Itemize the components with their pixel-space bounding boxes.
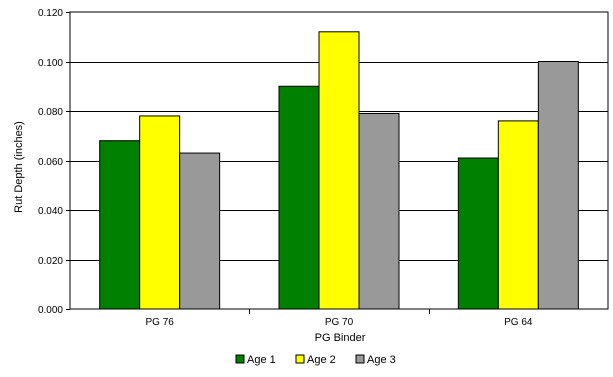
x-tick-label: PG 70 — [325, 317, 354, 328]
x-axis-title: PG Binder — [315, 332, 366, 344]
legend-swatch — [355, 354, 365, 364]
legend: Age 1 Age 2 Age 3 — [235, 354, 396, 366]
bar — [497, 120, 539, 310]
legend-label: Age 2 — [307, 354, 336, 366]
y-tick-label: 0.040 — [38, 206, 63, 217]
bar — [358, 112, 400, 310]
bar — [179, 152, 221, 310]
plot-area-frame — [69, 11, 609, 310]
bar — [318, 31, 360, 310]
y-tick-label: 0.020 — [38, 256, 63, 267]
y-tick-label: 0.060 — [38, 157, 63, 168]
y-axis-title: Rut Depth (inches) — [13, 121, 25, 213]
bar — [537, 61, 579, 310]
legend-swatch — [295, 354, 305, 364]
bars-layer — [99, 31, 579, 310]
x-tick-label: PG 64 — [504, 317, 533, 328]
y-tick-label: 0.100 — [38, 58, 63, 69]
ticks-layer: 0.000 0.020 0.040 0.060 0.080 0.100 0.120 PG 76… — [38, 8, 533, 328]
y-tick-label: 0.120 — [38, 8, 63, 19]
legend-label: Age 3 — [367, 354, 396, 366]
y-tick-label: 0.000 — [38, 305, 63, 316]
axes-layer — [66, 11, 609, 314]
bar — [139, 115, 181, 310]
x-tick-label: PG 76 — [145, 317, 174, 328]
legend-swatch — [235, 354, 245, 364]
bar — [99, 140, 141, 310]
legend-label: Age 1 — [247, 354, 276, 366]
y-tick-label: 0.080 — [38, 107, 63, 118]
bar — [457, 157, 499, 310]
bar — [278, 85, 320, 310]
